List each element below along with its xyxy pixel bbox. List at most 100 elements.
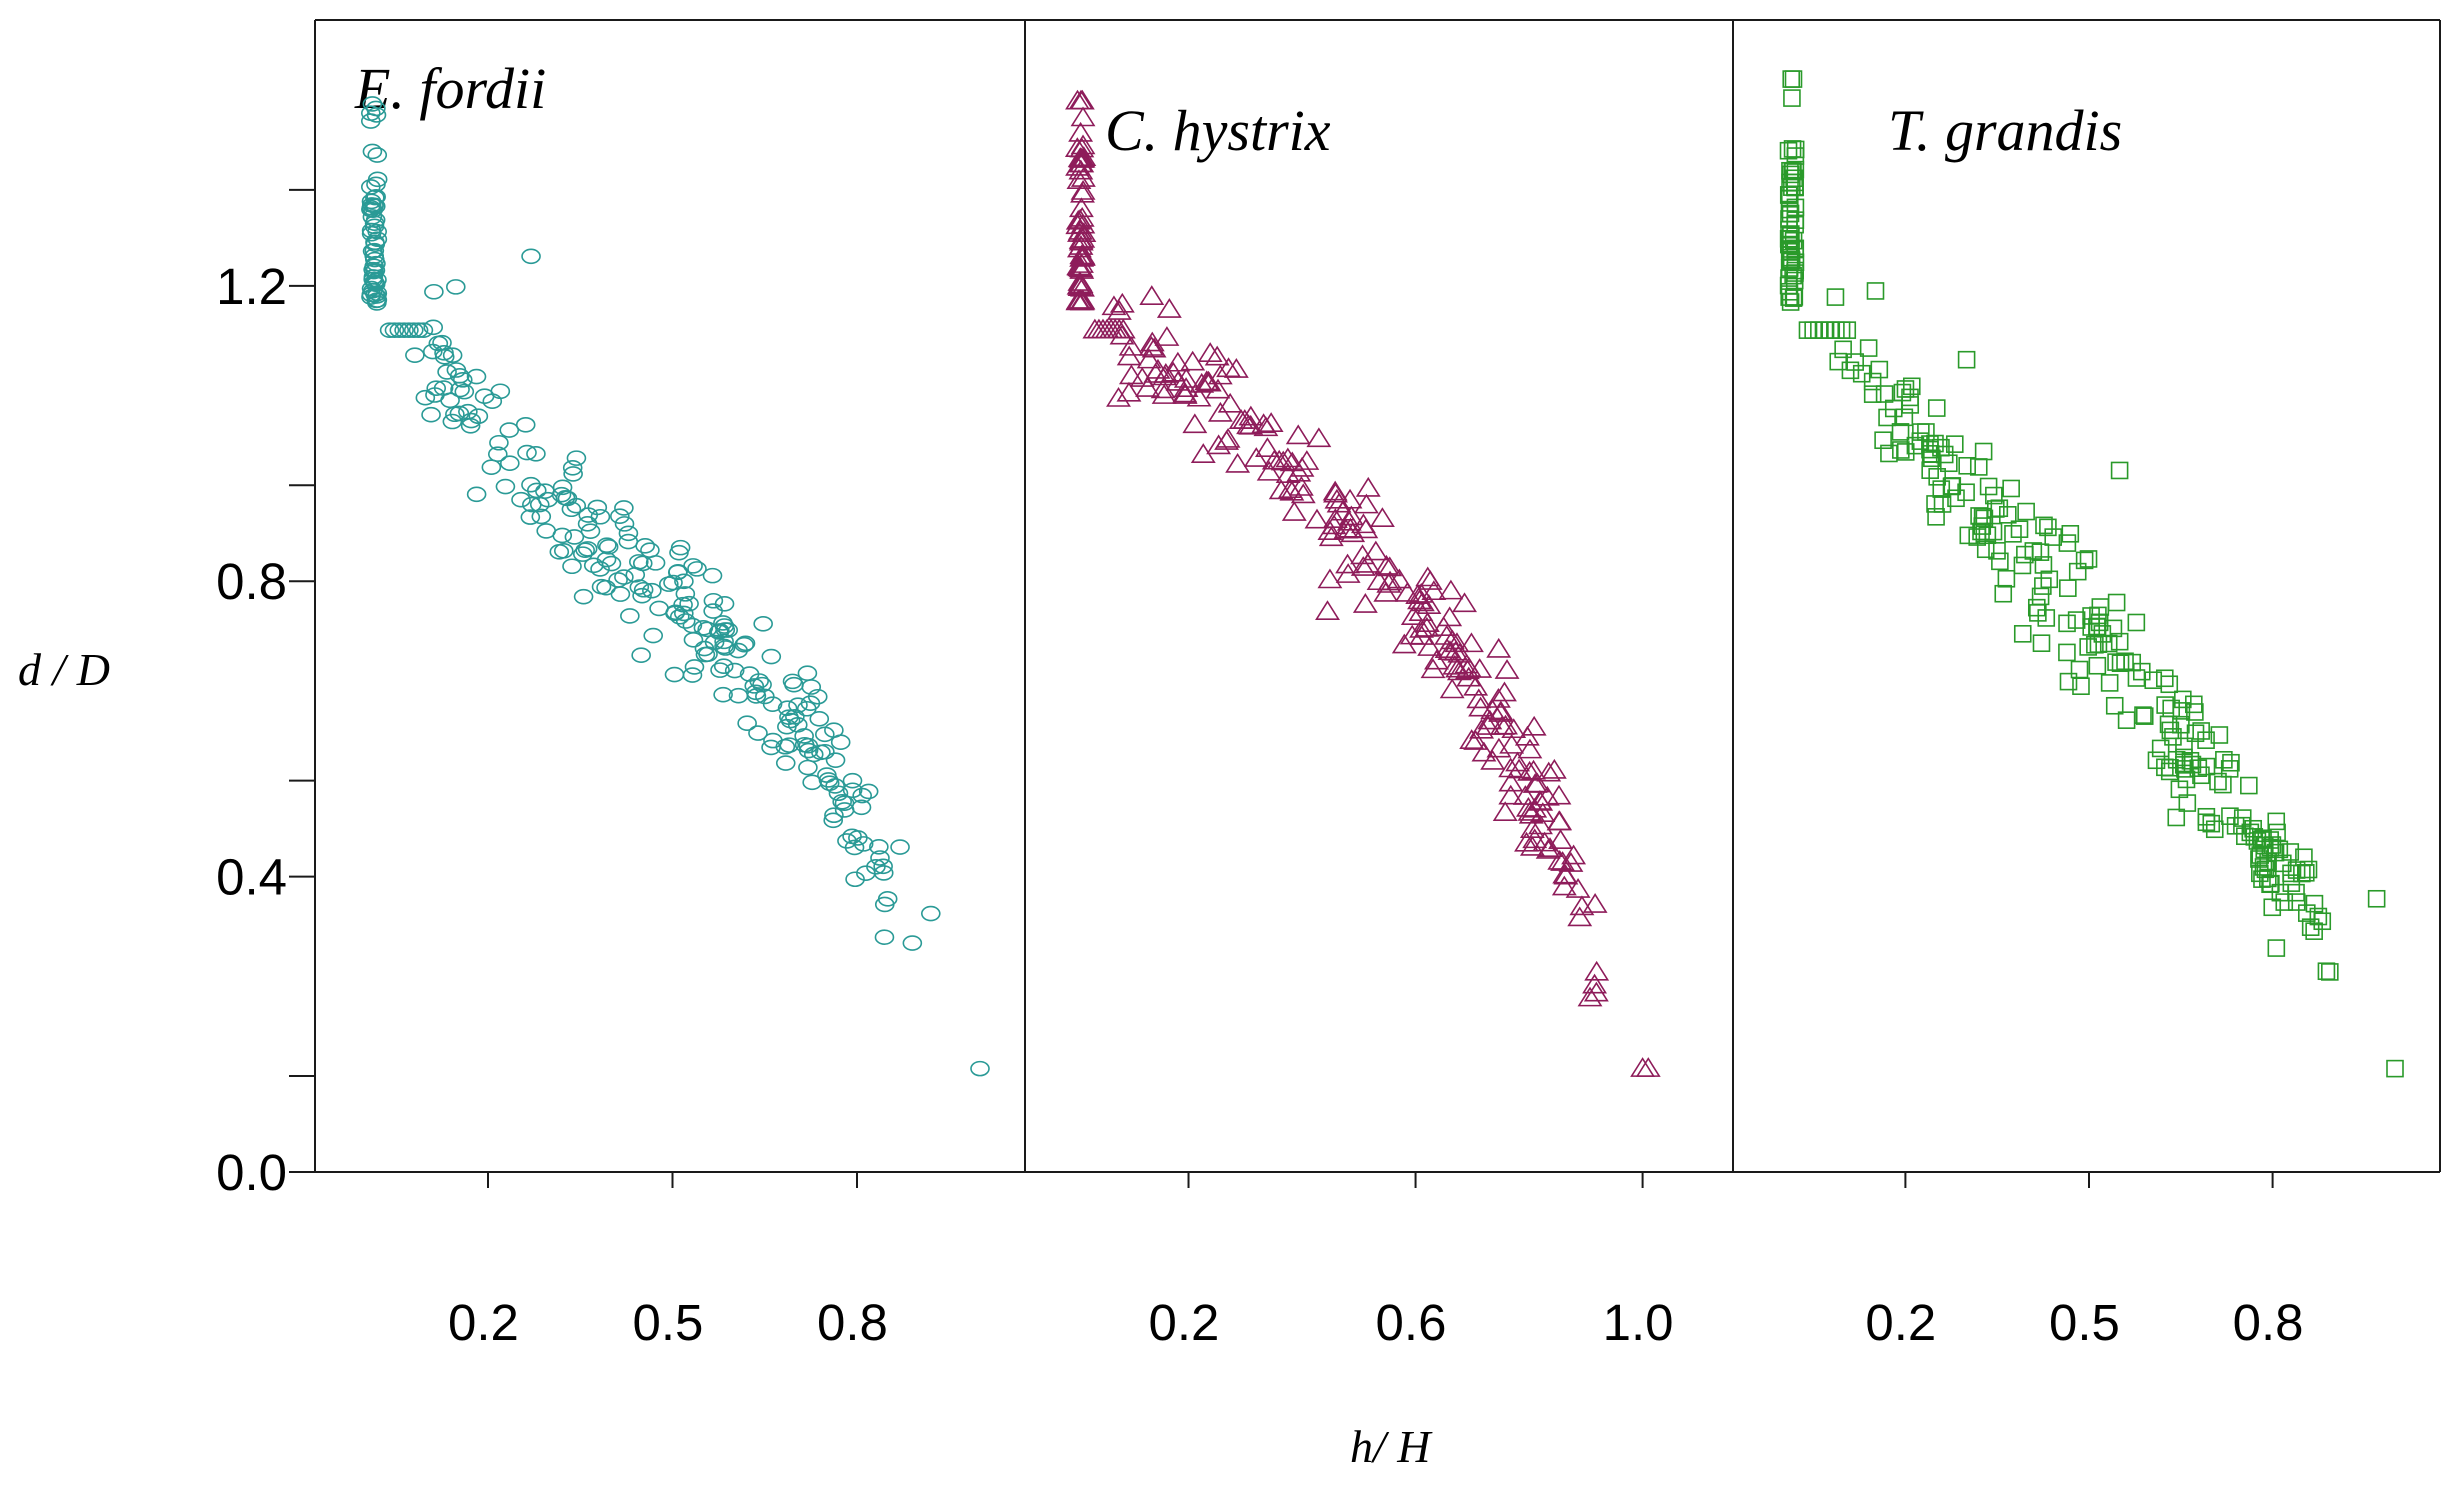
data-point <box>2100 674 2119 692</box>
data-point <box>1416 594 1442 614</box>
data-point <box>495 478 516 495</box>
data-point <box>1985 486 2003 505</box>
data-point <box>1350 513 1376 534</box>
data-point <box>1256 460 1282 481</box>
data-point <box>1546 810 1572 831</box>
data-point <box>632 587 652 604</box>
data-point <box>1928 468 1946 486</box>
data-point <box>2210 726 2229 744</box>
x-tick-label: 0.6 <box>1376 1294 1447 1351</box>
data-point <box>426 380 447 397</box>
data-point <box>449 368 470 384</box>
data-point <box>366 189 386 205</box>
data-point <box>1635 1057 1661 1077</box>
data-point <box>1584 960 1610 981</box>
data-point <box>1466 688 1492 709</box>
data-point <box>1318 526 1344 547</box>
data-point <box>1786 198 1805 217</box>
data-point <box>1780 220 1798 239</box>
data-point <box>866 858 886 875</box>
data-point <box>1852 364 1871 383</box>
data-point <box>818 772 839 788</box>
data-point <box>614 500 634 516</box>
data-point <box>474 388 495 405</box>
data-point <box>869 838 889 855</box>
data-point <box>424 283 444 300</box>
data-point <box>2111 654 2130 673</box>
data-point <box>1492 801 1518 822</box>
data-point <box>1577 986 1603 1007</box>
data-point <box>2059 672 2078 691</box>
data-point <box>664 666 685 683</box>
data-point <box>2261 838 2280 857</box>
data-point <box>1532 831 1558 852</box>
data-point <box>499 422 520 438</box>
data-point <box>1486 637 1512 658</box>
data-point <box>2034 556 2053 574</box>
data-point <box>777 700 798 716</box>
data-point <box>1215 427 1241 448</box>
data-point <box>1196 371 1222 392</box>
data-point <box>1189 372 1215 393</box>
data-point <box>2017 502 2035 521</box>
data-point <box>1197 342 1223 362</box>
data-point <box>364 242 385 259</box>
data-point <box>511 491 531 508</box>
data-point <box>782 673 803 690</box>
data-point <box>365 212 386 228</box>
data-point <box>1116 345 1142 366</box>
data-point <box>1829 352 1848 371</box>
data-point <box>1070 276 1095 297</box>
data-point <box>2035 516 2053 535</box>
data-point <box>1439 678 1465 699</box>
data-point <box>1069 152 1095 173</box>
data-point <box>1517 738 1543 759</box>
data-point <box>413 322 434 338</box>
data-point <box>362 96 383 112</box>
data-point <box>458 403 478 420</box>
data-point <box>1551 875 1577 896</box>
data-point <box>557 490 578 507</box>
data-point <box>1786 160 1805 179</box>
data-point <box>2127 613 2146 632</box>
x-tick-label: 1.0 <box>1603 1294 1674 1351</box>
data-point <box>1917 423 1935 441</box>
data-point <box>1780 210 1798 228</box>
data-point <box>1279 451 1305 472</box>
data-point <box>367 285 388 302</box>
data-point <box>1434 624 1460 645</box>
data-point <box>1541 758 1567 779</box>
data-point <box>2174 690 2192 709</box>
data-point <box>832 793 852 810</box>
data-point <box>1501 718 1527 739</box>
data-point <box>753 615 773 632</box>
data-point <box>1067 219 1093 240</box>
data-point <box>2386 1059 2404 1078</box>
data-point <box>2222 753 2240 772</box>
data-point <box>365 234 385 251</box>
data-point <box>614 516 635 532</box>
data-point <box>645 555 666 571</box>
data-point <box>2281 843 2300 861</box>
panel-title: E. fordii <box>354 56 546 121</box>
data-point <box>1285 424 1311 445</box>
data-point <box>2082 607 2100 625</box>
data-point <box>517 444 537 461</box>
data-point <box>2275 893 2294 911</box>
data-point <box>1434 638 1460 658</box>
y-tick-label: 0.0 <box>216 1144 287 1201</box>
data-point <box>714 638 734 655</box>
data-point <box>573 588 594 605</box>
data-point <box>2293 864 2311 883</box>
data-point <box>1804 321 1822 339</box>
data-point <box>1866 282 1885 300</box>
data-point <box>703 603 723 619</box>
data-point <box>2058 643 2076 662</box>
data-point <box>1409 625 1435 645</box>
data-point <box>434 345 454 361</box>
data-point <box>1786 178 1804 197</box>
data-point <box>1988 542 2006 560</box>
data-point <box>590 561 610 577</box>
data-point <box>1324 488 1350 509</box>
data-point <box>384 322 405 338</box>
